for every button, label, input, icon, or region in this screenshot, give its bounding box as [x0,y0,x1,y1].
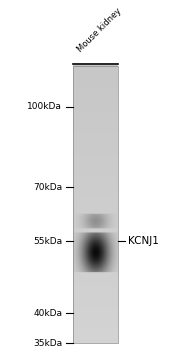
Bar [73,65,118,343]
Text: 70kDa: 70kDa [33,182,62,191]
Text: 35kDa: 35kDa [33,339,62,348]
Text: KCNJ1: KCNJ1 [128,236,159,246]
Text: 55kDa: 55kDa [33,237,62,246]
Text: 40kDa: 40kDa [33,309,62,318]
Text: Mouse kidney: Mouse kidney [76,6,124,54]
Text: 100kDa: 100kDa [27,102,62,111]
